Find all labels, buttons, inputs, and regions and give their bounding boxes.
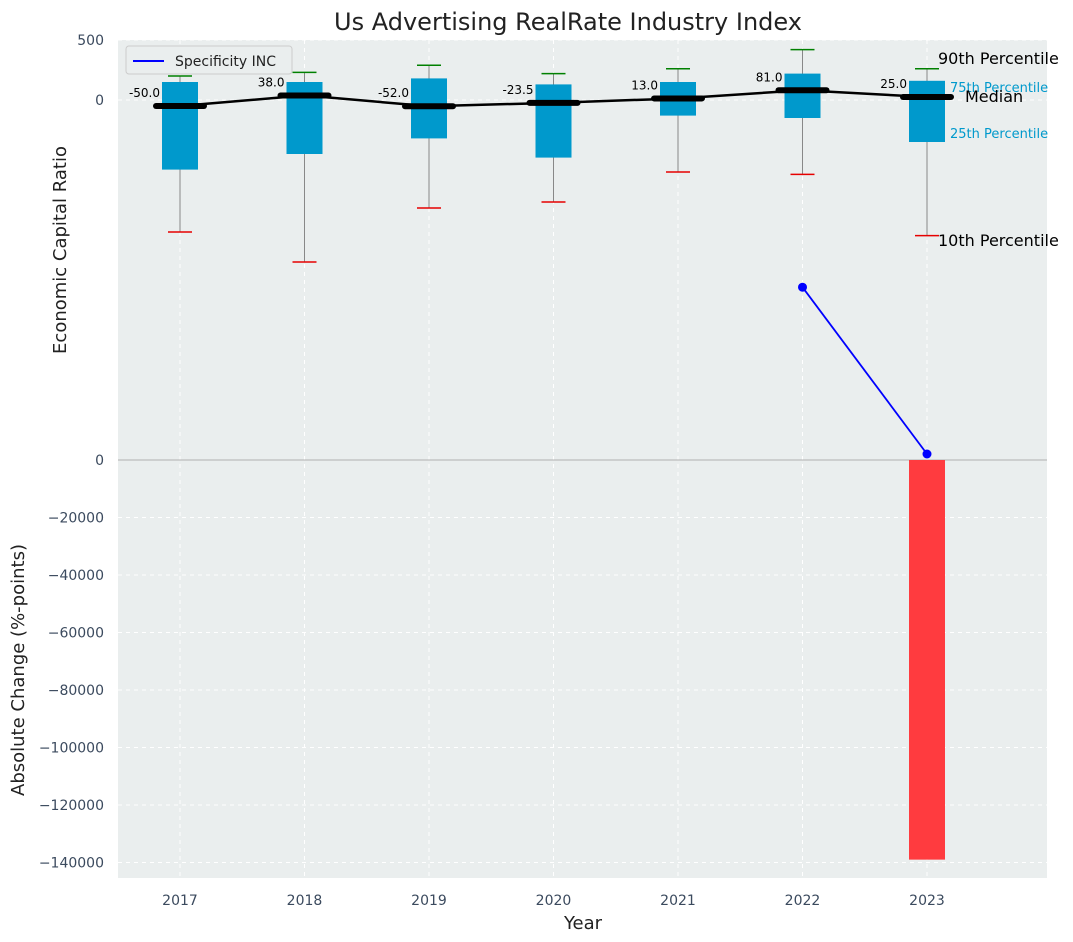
median-value-label: 25.0	[880, 77, 907, 91]
legend-specificity-label: Specificity INC	[175, 54, 276, 70]
annotation-90th-percentile: 90th Percentile	[938, 49, 1059, 68]
upper-y-axis-title: Economic Capital Ratio	[50, 146, 71, 354]
median-value-label: 38.0	[258, 75, 285, 89]
x-tick-label: 2018	[287, 893, 323, 909]
plot-background	[118, 40, 1047, 878]
x-axis-title: Year	[563, 913, 603, 934]
lower-y-tick-label: −20000	[48, 511, 104, 527]
legend-frame	[125, 45, 293, 75]
x-tick-label: 2019	[411, 893, 447, 909]
lower-y-tick-label: −140000	[39, 856, 104, 872]
iqr-box	[784, 73, 821, 118]
lower-y-tick-label: −80000	[48, 683, 104, 699]
x-tick-label: 2020	[536, 893, 572, 909]
upper-panel: -50.0 38.0 -52.0 -23.5 13.0 81.0 25.0	[129, 48, 954, 459]
upper-y-tick-label: 0	[95, 93, 104, 109]
lower-y-axis-title: Absolute Change (%-points)	[8, 544, 29, 796]
lower-y-tick-label: −100000	[39, 741, 104, 757]
chart-title: Us Advertising RealRate Industry Index	[334, 8, 802, 36]
x-tick-label: 2017	[162, 893, 198, 909]
annotation-median: Median	[965, 87, 1023, 106]
specificity-point	[922, 449, 932, 459]
iqr-box	[909, 80, 945, 142]
lower-y-tick-label: −60000	[48, 626, 104, 642]
x-tick-label: 2023	[909, 893, 945, 909]
lower-y-tick-label: −40000	[48, 568, 104, 584]
median-value-label: -52.0	[378, 86, 409, 100]
x-tick-label: 2021	[660, 893, 696, 909]
lower-y-tick-label: 0	[95, 453, 104, 469]
specificity-line	[801, 286, 928, 455]
iqr-box	[162, 82, 198, 170]
lower-panel	[909, 460, 945, 860]
annotation-10th-percentile: 10th Percentile	[938, 231, 1059, 250]
grid-layer	[118, 39, 1047, 878]
x-tick-label: 2022	[785, 893, 821, 909]
axis-layer: 2017 2018 2019 2020 2021 2022 2023 500 0 0 −20000 −…	[39, 33, 945, 909]
specificity-point	[798, 282, 807, 292]
lower-y-tick-label: −120000	[39, 798, 104, 814]
median-value-label: -50.0	[129, 86, 160, 100]
legend: Specificity INC	[125, 45, 293, 75]
upper-y-tick-label: 500	[77, 33, 104, 49]
iqr-box	[535, 84, 572, 158]
annotation-75th-percentile: 75th Percentile	[950, 81, 1048, 96]
median-value-label: 13.0	[631, 78, 658, 92]
annotation-25th-percentile: 25th Percentile	[950, 127, 1048, 142]
median-value-label: 81.0	[756, 70, 783, 84]
median-value-label: -23.5	[502, 83, 533, 97]
change-bar	[909, 460, 945, 860]
